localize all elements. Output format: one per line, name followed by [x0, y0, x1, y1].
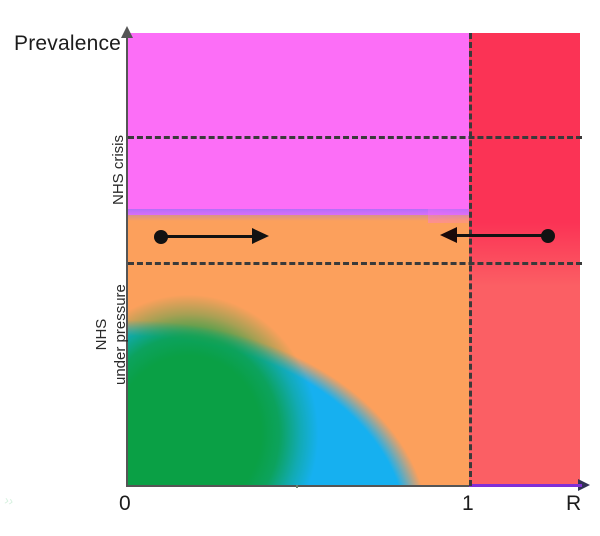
threshold-line-nhs-under-pressure — [128, 262, 582, 265]
y-axis-title: Prevalence — [14, 32, 122, 55]
threshold-line-r-equals-one — [469, 33, 472, 486]
region-low-prevalence-green — [128, 283, 368, 485]
endemic-branch-segment — [469, 484, 582, 487]
trajectory-shaft — [165, 235, 259, 238]
trajectory-start-dot — [541, 229, 555, 243]
plot-area — [128, 33, 580, 485]
label-nhs-under-pressure: NHS under pressure — [92, 284, 130, 385]
label-nhs-under-pressure-line1: NHS — [93, 318, 110, 351]
x-axis-arrowhead-icon — [578, 479, 590, 491]
label-nhs-under-pressure-line2: under pressure — [112, 284, 129, 385]
corner-watermark: ›› — [3, 492, 15, 509]
threshold-line-nhs-crisis — [128, 136, 582, 139]
region-seam-violet — [428, 209, 473, 223]
arrowhead-left-icon — [440, 227, 457, 243]
trajectory-start-dot — [154, 230, 168, 244]
region-epidemic-red — [469, 33, 580, 485]
region-seam-blue-magenta — [128, 209, 469, 221]
x-axis-title-R: R — [566, 492, 582, 515]
x-axis-line — [126, 485, 582, 487]
x-tick-label-1: 1 — [462, 492, 474, 515]
x-axis-minor-tick — [296, 485, 298, 488]
region-nhs-crisis-magenta — [128, 33, 469, 215]
trajectory-shaft — [455, 234, 546, 237]
x-tick-label-0: 0 — [119, 492, 131, 515]
arrowhead-right-icon — [252, 228, 269, 244]
y-axis-arrowhead-icon — [121, 26, 133, 38]
label-nhs-crisis: NHS crisis — [110, 135, 127, 205]
y-axis-line — [126, 33, 128, 486]
